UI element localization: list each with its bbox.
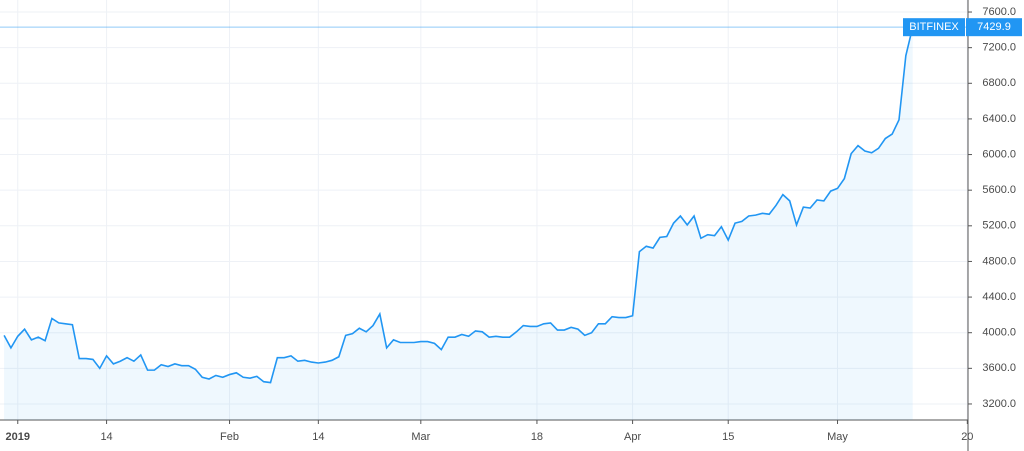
x-tick-label: 2019 (6, 431, 30, 443)
last-price-badge (966, 18, 1022, 37)
x-tick-label: 18 (531, 431, 543, 443)
last-price-label: 7429.9 (977, 21, 1011, 33)
x-tick-label: 15 (722, 431, 734, 443)
y-tick-label: 6800.0 (982, 77, 1016, 89)
series-name-badge (903, 18, 965, 37)
y-tick-label: 3600.0 (982, 362, 1016, 374)
x-tick-label: 14 (100, 431, 112, 443)
x-tick-label: Mar (411, 431, 430, 443)
y-tick-label: 3200.0 (982, 398, 1016, 410)
y-tick-label: 6000.0 (982, 148, 1016, 160)
y-tick-label: 6400.0 (982, 113, 1016, 125)
x-tick-label: May (827, 431, 848, 443)
y-tick-label: 4800.0 (982, 255, 1016, 267)
y-tick-label: 7600.0 (982, 6, 1016, 18)
x-tick-label: Feb (220, 431, 239, 443)
y-tick-label: 4000.0 (982, 327, 1016, 339)
area (4, 27, 913, 421)
x-tick-label: 14 (312, 431, 324, 443)
y-tick-label: 7200.0 (982, 42, 1016, 54)
y-tick-label: 5600.0 (982, 184, 1016, 196)
x-tick-label: Apr (624, 431, 641, 443)
x-tick-label: 20 (961, 431, 973, 443)
y-tick-label: 4400.0 (982, 291, 1016, 303)
y-tick-label: 5200.0 (982, 220, 1016, 232)
line (3, 26, 914, 384)
series-name: BITFINEX (909, 21, 959, 33)
